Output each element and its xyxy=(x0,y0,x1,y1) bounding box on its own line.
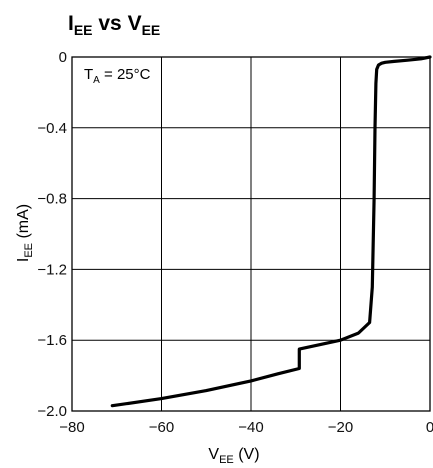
annotation-sub-a: A xyxy=(93,75,100,86)
ylabel-sub-ee: EE xyxy=(23,243,35,258)
title-sub-ee-2: EE xyxy=(142,22,161,38)
series-line-iee xyxy=(110,55,432,408)
y-tick-label: −1.2 xyxy=(37,261,67,278)
annotation-rest: = 25°C xyxy=(100,66,151,83)
y-tick-label: −0.4 xyxy=(37,120,67,137)
xlabel-unit: (V) xyxy=(234,446,260,463)
y-axis-label: IEE (mA) xyxy=(15,204,35,262)
y-tick-label: 0 xyxy=(59,49,67,66)
x-tick-label: −60 xyxy=(149,419,174,436)
grid xyxy=(72,57,430,411)
ylabel-unit: (mA) xyxy=(15,204,32,243)
x-tick-label: −20 xyxy=(328,419,353,436)
xlabel-sub-ee: EE xyxy=(219,454,234,466)
x-tick-label: −40 xyxy=(238,419,263,436)
x-tick-labels: −80 −60 −40 −20 0 xyxy=(59,419,433,436)
annotation-t: T xyxy=(84,66,93,83)
x-tick-label: 0 xyxy=(426,419,433,436)
plot-frame xyxy=(71,56,431,412)
title-vs: vs xyxy=(93,12,128,35)
y-tick-label: −2.0 xyxy=(37,403,67,420)
chart-title: IEE vs VEE xyxy=(68,12,160,38)
title-sub-ee-1: EE xyxy=(74,22,93,38)
ylabel-i: I xyxy=(15,258,32,262)
y-tick-labels: 0 −0.4 −0.8 −1.2 −1.6 −2.0 xyxy=(37,49,67,420)
xlabel-v: V xyxy=(208,446,219,463)
title-i: I xyxy=(68,12,74,35)
temperature-annotation: TA = 25°C xyxy=(84,66,151,86)
x-axis-label: VEE (V) xyxy=(208,446,259,466)
x-tick-label: −80 xyxy=(59,419,84,436)
y-tick-label: −0.8 xyxy=(37,191,67,208)
title-v: V xyxy=(128,12,142,35)
y-tick-label: −1.6 xyxy=(37,332,67,349)
